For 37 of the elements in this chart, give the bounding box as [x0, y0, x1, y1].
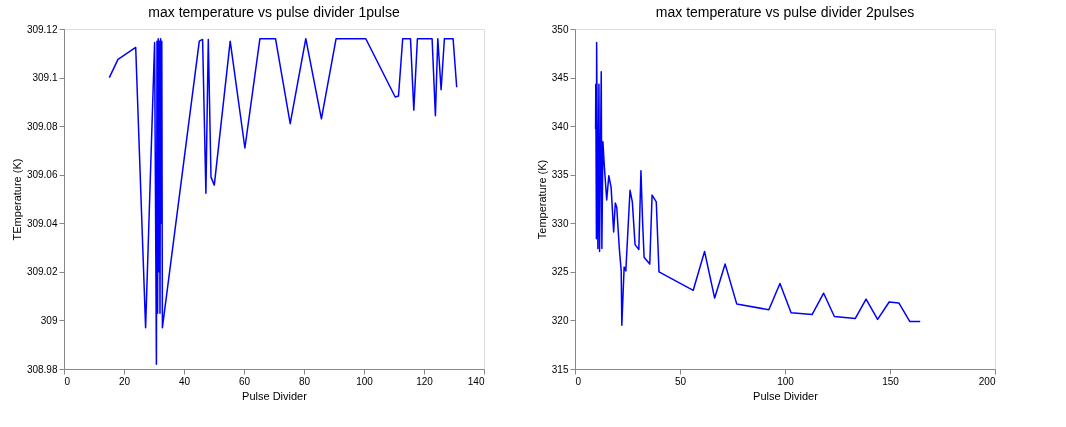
x-tick-label: 80 — [298, 375, 311, 387]
x-axis-title: Pulse Divider — [242, 389, 308, 402]
y-tick-label: 308.98 — [26, 363, 58, 375]
y-tick-label: 335 — [551, 169, 569, 181]
x-tick-label: 0 — [575, 375, 582, 387]
line-series — [108, 37, 458, 365]
y-tick-label: 315 — [551, 363, 569, 375]
y-tick-label: 320 — [551, 314, 569, 326]
x-tick-label: 150 — [882, 375, 900, 387]
x-tick-label: 140 — [467, 375, 485, 387]
y-tick-label: 350 — [551, 23, 569, 35]
y-tick-label: 325 — [551, 266, 569, 278]
y-tick-label: 345 — [551, 72, 569, 84]
y-tick-label: 309 — [40, 314, 58, 326]
y-axis-title: Temperature (K) — [535, 159, 548, 240]
x-tick-label: 200 — [978, 375, 996, 387]
x-tick-label: 60 — [238, 375, 251, 387]
x-tick-label: 100 — [356, 375, 374, 387]
x-tick-label: 0 — [64, 375, 71, 387]
chart-title: max temperature vs pulse divider 1pulse — [148, 4, 400, 20]
y-tick-label: 309.06 — [26, 169, 58, 181]
y-tick-label: 309.04 — [26, 217, 58, 229]
x-axis-title: Pulse Divider — [753, 389, 819, 402]
y-tick-label: 309.02 — [26, 266, 58, 278]
y-tick-label: 309.1 — [32, 72, 58, 84]
x-tick-label: 40 — [178, 375, 191, 387]
chart-title: max temperature vs pulse divider 2pulses — [655, 4, 915, 20]
x-tick-label: 50 — [674, 375, 687, 387]
x-tick-label: 120 — [416, 375, 434, 387]
y-axis-title: TEmperature (K) — [10, 158, 23, 241]
line-series — [594, 41, 921, 327]
y-tick-label: 309.12 — [26, 23, 58, 35]
y-tick-label: 309.08 — [26, 120, 58, 132]
x-tick-label: 100 — [777, 375, 795, 387]
y-tick-label: 330 — [551, 217, 569, 229]
x-tick-label: 20 — [118, 375, 131, 387]
y-tick-label: 340 — [551, 120, 569, 132]
